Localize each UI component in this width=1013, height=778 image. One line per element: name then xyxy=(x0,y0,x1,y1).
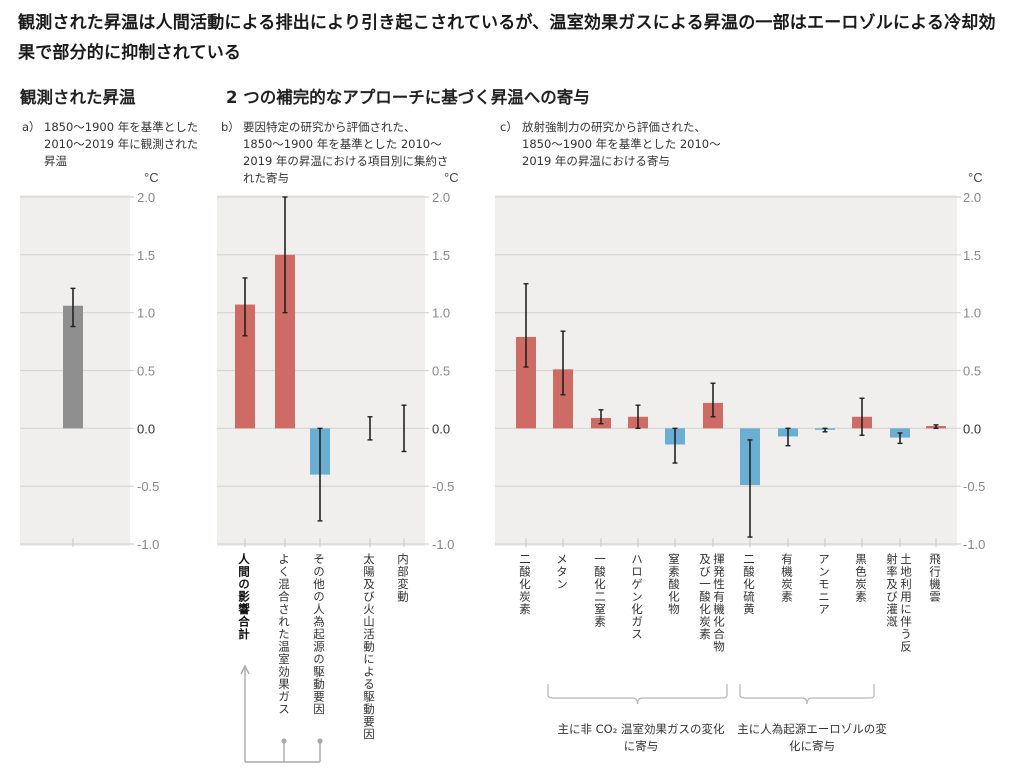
y-tick-label: 0.5 xyxy=(137,364,155,379)
y-tick-label: 1.0 xyxy=(963,306,981,321)
brace-non-co2 xyxy=(547,684,728,705)
y-tick-label: 2.0 xyxy=(963,190,981,205)
panel-b-description: b） 要因特定の研究から評価された、1850〜1900 年を基準とした 2010… xyxy=(221,119,453,187)
category-label: 一酸化二窒素 xyxy=(593,553,607,628)
category-label: 黒色炭素 xyxy=(854,553,868,603)
y-tick-label: 2.0 xyxy=(432,190,450,205)
panel-a-marker: a） xyxy=(22,120,41,134)
bar xyxy=(63,305,83,429)
y-tick-label: 0.5 xyxy=(963,364,981,379)
y-tick-label: 1.0 xyxy=(432,306,450,321)
bar xyxy=(553,369,573,429)
group-label-aerosol: 主に人為起源エーロゾルの変化に寄与 xyxy=(737,722,887,753)
section-title-observed: 観測された昇温 xyxy=(20,88,136,107)
category-label: 太陽及び火山活動による駆動要因 xyxy=(362,553,376,741)
y-tick-label: 0.5 xyxy=(432,364,450,379)
panel-c-description: c） 放射強制力の研究から評価された、1850〜1900 年を基準とした 201… xyxy=(500,119,738,170)
y-tick-label: -1.0 xyxy=(963,537,985,552)
y-tick-label: -0.5 xyxy=(963,479,985,494)
y-tick-label: 2.0 xyxy=(137,190,155,205)
category-label: 内部変動 xyxy=(396,553,410,603)
y-tick-label: -0.5 xyxy=(137,479,159,494)
category-label: 二酸化炭素 xyxy=(518,553,532,616)
panel-c-marker: c） xyxy=(500,120,518,134)
bar xyxy=(235,304,255,429)
panel-c-text: 放射強制力の研究から評価された、1850〜1900 年を基準とした 2010〜2… xyxy=(522,120,721,168)
section-title-contributions: 2 つの補完的なアプローチに基づく昇温への寄与 xyxy=(226,88,590,107)
y-tick-label: 1.5 xyxy=(137,248,155,263)
panel-b-marker: b） xyxy=(221,120,240,134)
category-label: 窒素酸化物 xyxy=(667,553,681,616)
y-tick-label: 1.5 xyxy=(963,248,981,263)
category-label: アンモニア xyxy=(817,553,831,616)
panel-a-text: 1850〜1900 年を基準とした 2010〜2019 年に観測された昇温 xyxy=(44,120,199,168)
bar xyxy=(275,254,295,429)
y-tick-label: 1.5 xyxy=(432,248,450,263)
category-label: 二酸化硫黄 xyxy=(742,553,756,616)
category-label: 土地利用に伴う反射率及び灌漑 xyxy=(885,553,913,653)
category-label: メタン xyxy=(555,553,569,591)
bar xyxy=(516,336,536,429)
panel-c-unit: °C xyxy=(968,170,983,185)
y-tick-label: -1.0 xyxy=(137,537,159,552)
category-label: 有機炭素 xyxy=(780,553,794,603)
y-tick-label: 1.0 xyxy=(137,306,155,321)
panel-b-unit: °C xyxy=(444,170,459,185)
y-tick-label: -1.0 xyxy=(432,537,454,552)
category-label: 人間の影響合計 xyxy=(237,553,251,641)
category-label: 飛行機雲 xyxy=(928,553,942,603)
connector-dot xyxy=(317,738,323,744)
panel-a-unit: °C xyxy=(144,170,159,185)
y-tick-label: 0.0 xyxy=(137,421,155,436)
y-tick-label: -0.5 xyxy=(432,479,454,494)
category-label: 揮発性有機化合物及び一酸化炭素 xyxy=(698,553,726,653)
panel-a-description: a） 1850〜1900 年を基準とした 2010〜2019 年に観測された昇温 xyxy=(22,119,200,170)
category-label: ハロゲン化ガス xyxy=(630,553,644,641)
category-label: その他の人為起源の駆動要因 xyxy=(312,553,326,716)
arrow-head-icon xyxy=(240,664,250,675)
y-tick-label: 0.0 xyxy=(432,421,450,436)
category-label: よく混合された温室効果ガス xyxy=(277,553,291,716)
connector-dot xyxy=(281,738,287,744)
brace-aerosol xyxy=(739,684,875,705)
y-tick-label: 0.0 xyxy=(963,421,981,436)
main-title: 観測された昇温は人間活動による排出により引き起こされているが、温室効果ガスによる… xyxy=(18,13,996,63)
panel-b-text: 要因特定の研究から評価された、1850〜1900 年を基準とした 2010〜20… xyxy=(243,120,449,185)
group-label-non-co2: 主に非 CO₂ 温室効果ガスの変化に寄与 xyxy=(557,722,725,753)
